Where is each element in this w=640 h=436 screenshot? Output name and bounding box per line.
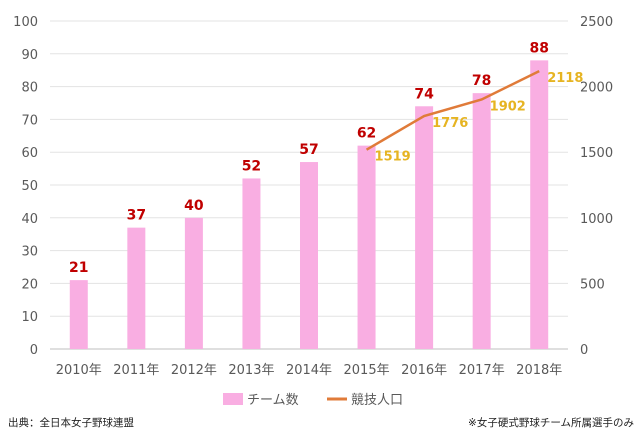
x-tick-label: 2017年 (459, 363, 505, 378)
bar-data-label: 37 (127, 208, 146, 224)
line-data-label: 1776 (432, 116, 468, 131)
x-tick-label: 2018年 (516, 363, 562, 378)
y-left-tick-label: 50 (21, 179, 38, 194)
bar (300, 162, 318, 349)
x-tick-label: 2011年 (113, 363, 159, 378)
x-tick-label: 2016年 (401, 363, 447, 378)
y-left-tick-label: 100 (13, 15, 38, 30)
y-left-tick-label: 10 (21, 310, 38, 325)
y-right-tick-label: 2000 (580, 81, 613, 96)
bar-data-label: 74 (414, 86, 434, 102)
y-left-tick-label: 40 (21, 212, 38, 227)
y-right-tick-label: 1000 (580, 212, 613, 227)
x-tick-label: 2012年 (171, 363, 217, 378)
bar-data-label: 88 (529, 40, 548, 56)
legend-swatch-teams (223, 393, 243, 405)
y-left-tick-label: 70 (21, 113, 38, 128)
bar-data-label: 52 (242, 158, 261, 174)
bar (357, 145, 376, 349)
bar-data-label: 57 (299, 142, 318, 158)
legend-label-teams: チーム数 (247, 393, 299, 408)
y-right-tick-label: 0 (580, 343, 588, 358)
y-right-tick-label: 500 (580, 277, 605, 292)
x-tick-label: 2013年 (228, 363, 274, 378)
legend-label-population: 競技人口 (351, 393, 403, 408)
bar (415, 106, 434, 349)
line-data-label: 1519 (375, 150, 411, 165)
footnote: ※女子硬式野球チーム所属選手のみ (468, 416, 634, 429)
y-right-tick-label: 1500 (580, 146, 613, 161)
bar (530, 60, 549, 350)
x-tick-label: 2015年 (344, 363, 390, 378)
bar (184, 217, 203, 349)
bar (69, 280, 88, 349)
y-left-tick-label: 80 (21, 81, 38, 96)
y-right-tick-label: 2500 (580, 15, 613, 30)
y-left-tick-label: 90 (21, 48, 38, 63)
x-tick-label: 2014年 (286, 363, 332, 378)
bar-data-label: 62 (357, 126, 376, 142)
bar (242, 178, 261, 349)
bar (472, 93, 491, 349)
population-line (365, 69, 540, 151)
line-data-label: 1902 (490, 99, 526, 114)
source-note: 出典：全日本女子野球連盟 (8, 416, 134, 429)
y-left-tick-label: 0 (30, 343, 38, 358)
x-tick-label: 2010年 (56, 363, 102, 378)
y-left-tick-label: 20 (21, 277, 38, 292)
legend: チーム数 競技人口 (223, 393, 403, 408)
bar-data-label: 40 (184, 198, 204, 214)
y-left-tick-label: 60 (21, 146, 38, 161)
y-left-tick-label: 30 (21, 245, 38, 260)
bar-data-label: 78 (472, 73, 491, 89)
bar (127, 227, 146, 349)
line-data-label: 2118 (547, 71, 583, 86)
bar-data-label: 21 (69, 260, 88, 276)
